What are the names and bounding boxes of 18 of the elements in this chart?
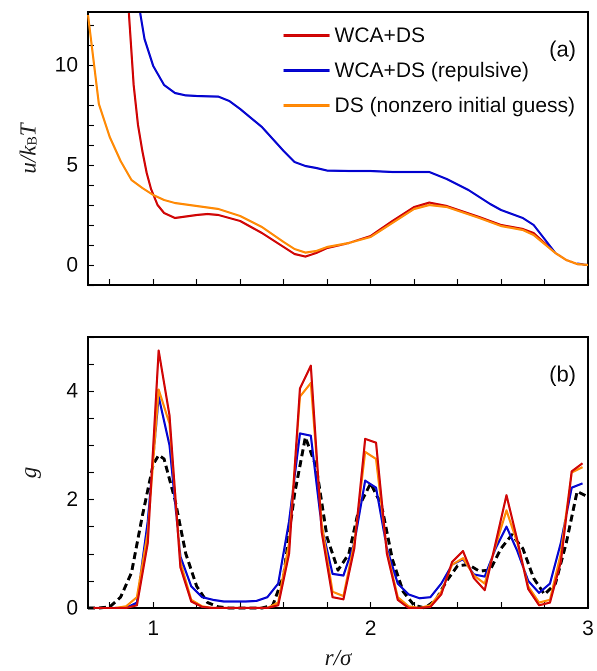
x-tick-label: 1	[147, 617, 160, 640]
y-tick-label: 0	[66, 254, 78, 276]
line-series	[92, 349, 584, 610]
y-tick-label: 2	[66, 488, 78, 512]
y-tick-label: 0	[66, 596, 78, 620]
x-tick-label: 3	[582, 617, 594, 640]
y-tick-label: 10	[54, 54, 78, 76]
annotation: (a)	[549, 36, 576, 62]
legend-label: DS (nonzero initial guess)	[334, 94, 576, 117]
x-axis-title: r/σ	[324, 645, 353, 670]
legend-label: WCA+DS	[334, 24, 425, 47]
y-tick-label: 5	[66, 154, 78, 176]
y-axis-title: g	[16, 466, 41, 478]
legend-label: WCA+DS (repulsive)	[334, 59, 529, 82]
y-tick-label: 4	[66, 380, 78, 403]
x-tick-label: 2	[364, 617, 376, 640]
y-axis-title: u/kBT	[16, 121, 40, 174]
annotation: (b)	[549, 362, 576, 386]
